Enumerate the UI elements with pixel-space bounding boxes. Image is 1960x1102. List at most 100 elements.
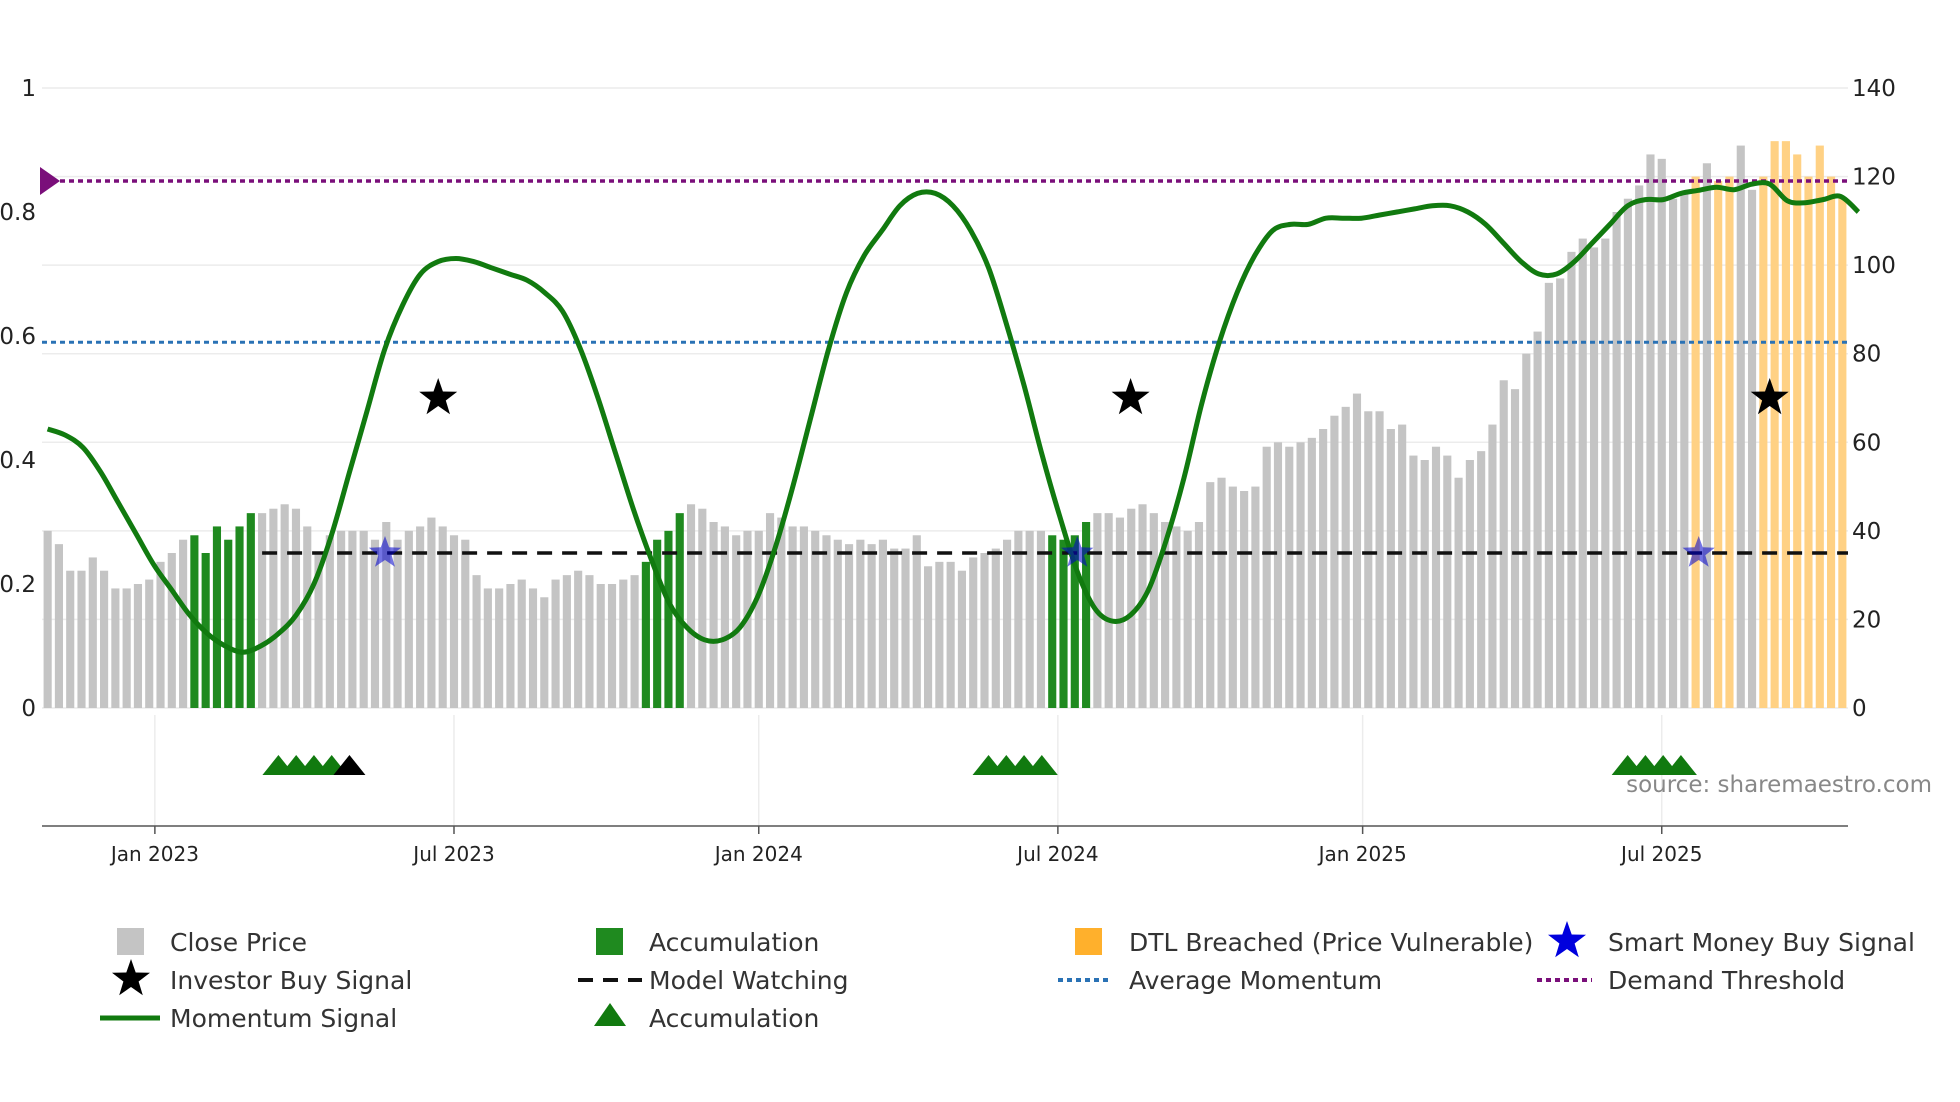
close-price-bar — [1375, 411, 1384, 708]
close-price-bar — [799, 526, 808, 708]
left-axis-tick: 0.8 — [0, 200, 36, 226]
close-price-bar — [1386, 429, 1395, 708]
x-axis-tick-label: Jul 2024 — [1015, 842, 1098, 866]
close-price-bar — [1623, 198, 1632, 708]
close-price-bar — [1352, 393, 1362, 708]
legend-label-close: Close Price — [170, 928, 307, 957]
close-price-bar — [935, 561, 944, 708]
close-price-bar — [280, 504, 289, 708]
close-price-bar — [156, 561, 165, 708]
close-price-bar — [1364, 411, 1373, 708]
close-price-bar — [1194, 522, 1204, 708]
close-price-bar — [991, 548, 1000, 708]
close-price-bar — [1544, 282, 1553, 708]
close-price-bar — [574, 570, 583, 708]
legend-item-investor: Investor Buy Signal — [112, 959, 412, 996]
investor-buy-signal-icon — [1750, 378, 1789, 415]
legend-item-momentum: Momentum Signal — [100, 1004, 397, 1033]
close-price-bar — [337, 530, 346, 708]
close-price-bar — [1149, 513, 1158, 708]
close-price-bar — [1668, 198, 1678, 708]
right-axis-tick: 140 — [1852, 76, 1896, 102]
close-price-bar — [833, 539, 842, 708]
close-price-bar — [1398, 424, 1407, 708]
close-price-bar — [878, 539, 887, 708]
smart-money-buy-signal-icon — [1682, 536, 1715, 567]
close-price-bar — [720, 526, 729, 708]
close-price-bar — [258, 513, 267, 708]
right-axis-tick: 20 — [1852, 607, 1881, 633]
close-price-bar — [1589, 247, 1599, 708]
legend-label-model: Model Watching — [649, 966, 849, 995]
close-price-bar — [1025, 530, 1034, 708]
accumulation-bar — [675, 513, 684, 708]
close-price-bar — [370, 539, 380, 708]
close-price-bar — [325, 535, 334, 708]
accumulation-marker-icon — [1025, 755, 1058, 775]
reference-lines — [40, 167, 1848, 555]
left-axis-tick: 0.6 — [0, 324, 36, 350]
legend-item-demand: Demand Threshold — [1537, 966, 1845, 995]
close-price-bar — [291, 508, 301, 708]
legend-label-dtl: DTL Breached (Price Vulnerable) — [1129, 928, 1533, 957]
x-axis-tick-label: Jan 2024 — [713, 842, 803, 866]
close-price-bar — [1578, 238, 1587, 709]
close-price-bar — [1127, 508, 1136, 708]
close-price-bar — [303, 526, 312, 708]
left-axis-tick: 1 — [21, 76, 36, 102]
close-price-bar — [709, 522, 718, 708]
dtl-breached-bar — [1770, 141, 1779, 709]
close-price-bar — [596, 584, 605, 708]
close-price-bar — [1747, 189, 1757, 708]
close-price-bar — [54, 544, 63, 708]
close-price-bar — [890, 548, 899, 708]
close-price-bar — [382, 522, 391, 708]
legend-label-average: Average Momentum — [1129, 966, 1382, 995]
legend-label-demand: Demand Threshold — [1608, 966, 1845, 995]
close-price-bar — [438, 526, 447, 708]
legend-swatch-investor-icon — [112, 959, 150, 996]
close-price-bar — [562, 575, 571, 708]
x-axis-tick-label: Jan 2023 — [109, 842, 199, 866]
legend-swatch-accumulation-bar — [596, 928, 623, 955]
close-price-bar — [1601, 238, 1610, 709]
close-price-bar — [1533, 331, 1542, 708]
legend-item-close-price: Close Price — [117, 928, 307, 957]
right-axis-tick: 100 — [1852, 253, 1896, 279]
accumulation-bar — [653, 539, 662, 708]
dtl-breached-bar — [1838, 198, 1847, 708]
close-price-bar — [66, 570, 75, 708]
legend-swatch-close — [117, 928, 144, 955]
dtl-breached-bar — [1691, 176, 1700, 709]
dtl-breached-bar — [1759, 176, 1768, 709]
close-price-bar — [1510, 389, 1520, 708]
accumulation-bar — [224, 539, 233, 708]
close-price-bar — [506, 584, 515, 708]
accumulation-bar — [664, 530, 673, 708]
close-price-bar — [788, 526, 797, 708]
left-axis-tick: 0.4 — [0, 448, 36, 474]
investor-buy-signal-icon — [419, 378, 458, 415]
legend-label-momentum: Momentum Signal — [170, 1004, 397, 1033]
legend-swatch-smart-money-icon — [1548, 921, 1586, 958]
smart-money-buy-signal-icon — [368, 536, 402, 567]
close-price-bar — [1262, 446, 1271, 708]
close-price-bar — [1702, 163, 1711, 709]
close-price-bar — [517, 579, 526, 708]
close-price-bar — [1431, 446, 1441, 708]
legend-item-model: Model Watching — [578, 966, 849, 995]
close-price-bar — [1273, 442, 1283, 708]
close-price-bar — [924, 566, 933, 708]
close-price-bar — [111, 588, 120, 708]
close-price-bar — [630, 575, 639, 708]
accumulation-bar — [1059, 539, 1068, 708]
close-price-bar — [686, 504, 696, 708]
close-price-bar — [607, 584, 617, 708]
close-price-bar — [1014, 530, 1023, 708]
legend-swatch-dtl — [1075, 928, 1102, 955]
close-price-bar — [1296, 442, 1305, 708]
dtl-breached-bar — [1815, 145, 1824, 709]
close-price-bar — [88, 557, 97, 708]
close-price-bar — [427, 517, 436, 708]
accumulation-marker-icon — [1664, 755, 1697, 775]
